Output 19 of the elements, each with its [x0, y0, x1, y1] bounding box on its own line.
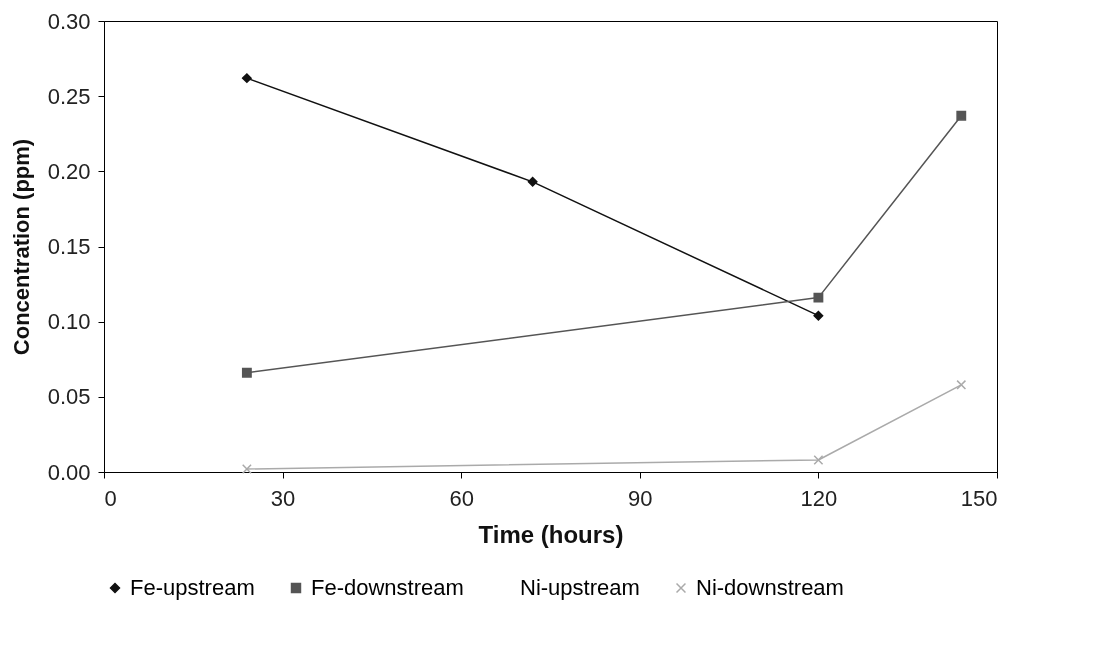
y-tick-label: 0.20 [47, 158, 91, 184]
y-tick-label: 0.25 [47, 83, 91, 109]
x-tick-label: 90 [628, 485, 653, 511]
text: Ni-upstream [520, 575, 640, 600]
x-tick-label: 30 [270, 485, 296, 511]
y-tick-label: 0.05 [47, 384, 91, 410]
legend-label: Fe-upstream [130, 575, 255, 600]
x-axis-title: Time (hours) [478, 520, 624, 548]
y-axis-title: Concentration (ppm) [8, 138, 34, 356]
y-tick-label: 0.10 [47, 309, 91, 335]
legend-label: Ni-downstream [696, 575, 844, 600]
y-tick-label: 0.30 [47, 8, 91, 34]
legend-label: Fe-downstream [311, 575, 464, 600]
x-tick-label: 0 [104, 485, 117, 511]
y-tick-label: 0.00 [47, 459, 91, 485]
x-tick-label: 60 [449, 485, 474, 511]
y-tick-label: 0.15 [47, 234, 91, 259]
x-tick-label: 150 [960, 485, 998, 511]
x-tick-label: 120 [800, 485, 838, 511]
